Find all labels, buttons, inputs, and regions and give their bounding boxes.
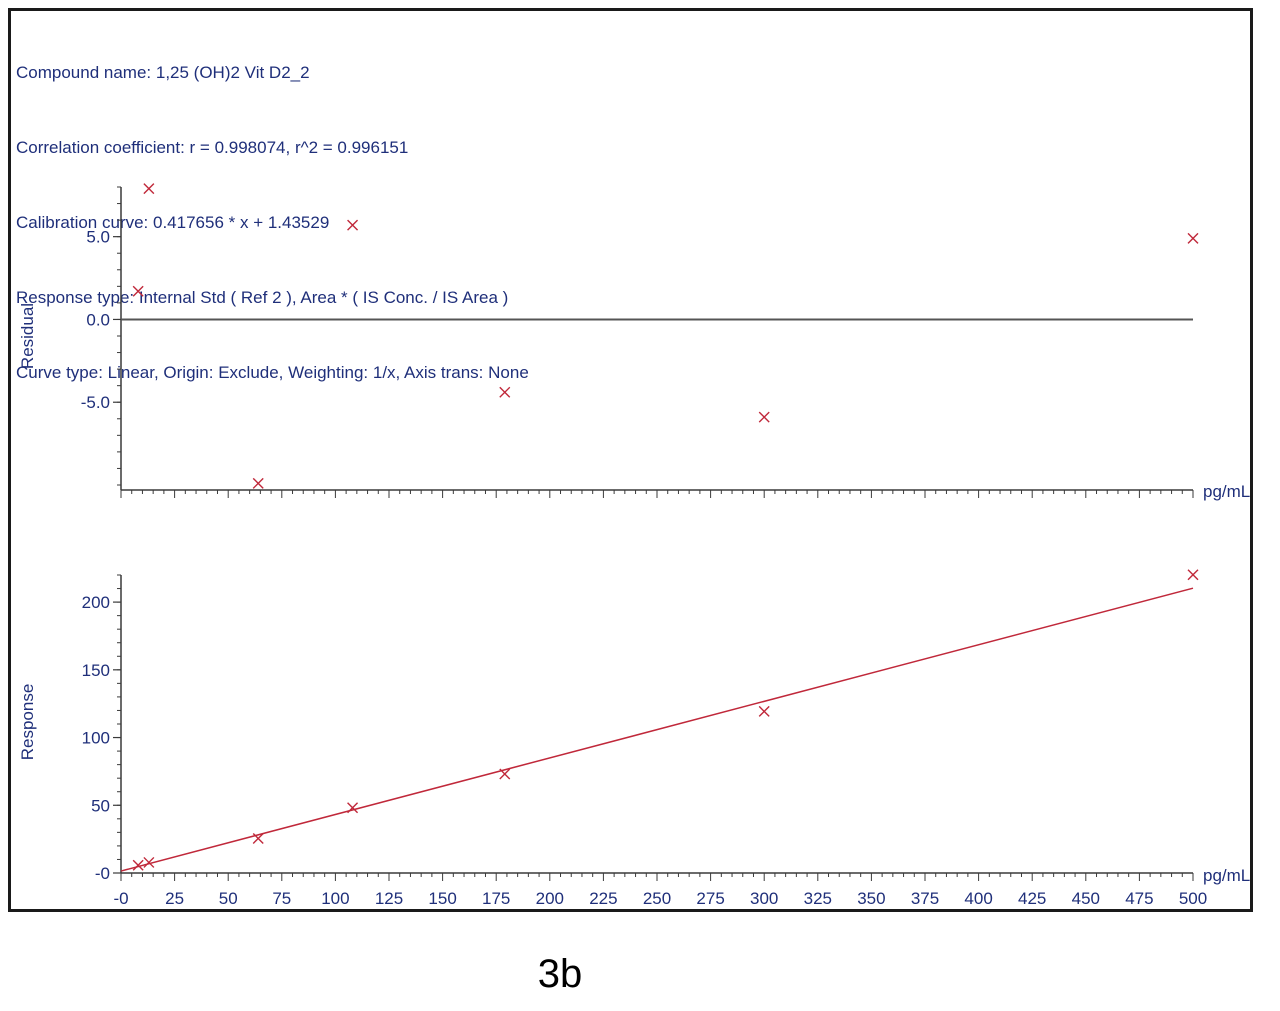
x-tick-label: 200	[536, 889, 564, 908]
data-point	[758, 705, 770, 717]
x-tick-label: -0	[113, 889, 128, 908]
x-tick-label: 250	[643, 889, 671, 908]
data-point	[252, 832, 264, 844]
x-tick-label: 50	[219, 889, 238, 908]
data-point-stroke	[758, 411, 770, 423]
data-point-stroke	[499, 768, 511, 780]
fit-line	[120, 587, 1194, 872]
residual-plot: 5.0 0.0 -5.0 pg/mL Residual	[18, 183, 1250, 501]
chart-frame	[8, 8, 1253, 912]
data-point	[499, 386, 511, 398]
data-point	[347, 802, 359, 814]
x-tick-label: 350	[857, 889, 885, 908]
data-point-stroke	[499, 386, 511, 398]
data-point-stroke	[1187, 569, 1199, 581]
data-point	[1187, 232, 1199, 244]
y-tick-label: -0	[95, 864, 110, 883]
y-tick-label: 150	[82, 661, 110, 680]
data-point-stroke	[758, 705, 770, 717]
x-tick-label: 75	[272, 889, 291, 908]
y-tick-label: 5.0	[86, 228, 110, 247]
y-tick-label: 100	[82, 729, 110, 748]
data-point-stroke	[347, 802, 359, 814]
data-point-stroke	[252, 832, 264, 844]
y-tick-label: 200	[82, 593, 110, 612]
figure-caption: 3b	[537, 952, 583, 996]
calibration-header: Compound name: 1,25 (OH)2 Vit D2_2 Corre…	[16, 10, 529, 410]
x-tick-label: 400	[964, 889, 992, 908]
x-tick-label: 150	[428, 889, 456, 908]
data-point-stroke	[143, 856, 155, 868]
y-axis-title: Response	[18, 684, 37, 761]
x-tick-label: 300	[750, 889, 778, 908]
data-point	[132, 285, 144, 297]
calibration-plot: 200 150 100 50 -0-0 25 50 75 100 125 150 175 200 225 2…	[18, 569, 1250, 908]
x-tick-label: 475	[1125, 889, 1153, 908]
x-tick-label: 125	[375, 889, 403, 908]
response-type-text: Response type: Internal Std ( Ref 2 ), A…	[16, 288, 509, 307]
x-tick-label: 100	[321, 889, 349, 908]
y-tick-label: -5.0	[81, 393, 110, 412]
x-tick-label: 225	[589, 889, 617, 908]
data-point-stroke	[252, 477, 264, 489]
compound-name-text: Compound name: 1,25 (OH)2 Vit D2_2	[16, 63, 310, 82]
curve-type-text: Curve type: Linear, Origin: Exclude, Wei…	[16, 363, 529, 382]
data-point-stroke	[132, 285, 144, 297]
data-point-stroke	[347, 219, 359, 231]
data-point	[758, 411, 770, 423]
x-unit-label: pg/mL	[1203, 482, 1250, 501]
data-point	[143, 856, 155, 868]
data-point	[499, 768, 511, 780]
x-tick-label: 275	[696, 889, 724, 908]
data-point	[132, 859, 144, 871]
x-tick-label: 500	[1179, 889, 1207, 908]
x-tick-label: 25	[165, 889, 184, 908]
data-point-stroke	[1187, 232, 1199, 244]
data-point-stroke	[143, 183, 155, 195]
y-tick-label: 0.0	[86, 310, 110, 329]
correlation-coefficient-text: Correlation coefficient: r = 0.998074, r…	[16, 138, 409, 157]
x-tick-label: 450	[1072, 889, 1100, 908]
calibration-curve-text: Calibration curve: 0.417656 * x + 1.4352…	[16, 213, 330, 232]
x-tick-label: 375	[911, 889, 939, 908]
data-point-stroke	[132, 859, 144, 871]
data-point	[143, 183, 155, 195]
data-point	[252, 477, 264, 489]
x-tick-label: 175	[482, 889, 510, 908]
data-point	[1187, 569, 1199, 581]
x-tick-label: 425	[1018, 889, 1046, 908]
x-unit-label: pg/mL	[1203, 866, 1250, 885]
x-tick-label: 325	[804, 889, 832, 908]
data-point	[347, 219, 359, 231]
y-tick-label: 50	[91, 796, 110, 815]
y-axis-title: Residual	[18, 303, 37, 369]
